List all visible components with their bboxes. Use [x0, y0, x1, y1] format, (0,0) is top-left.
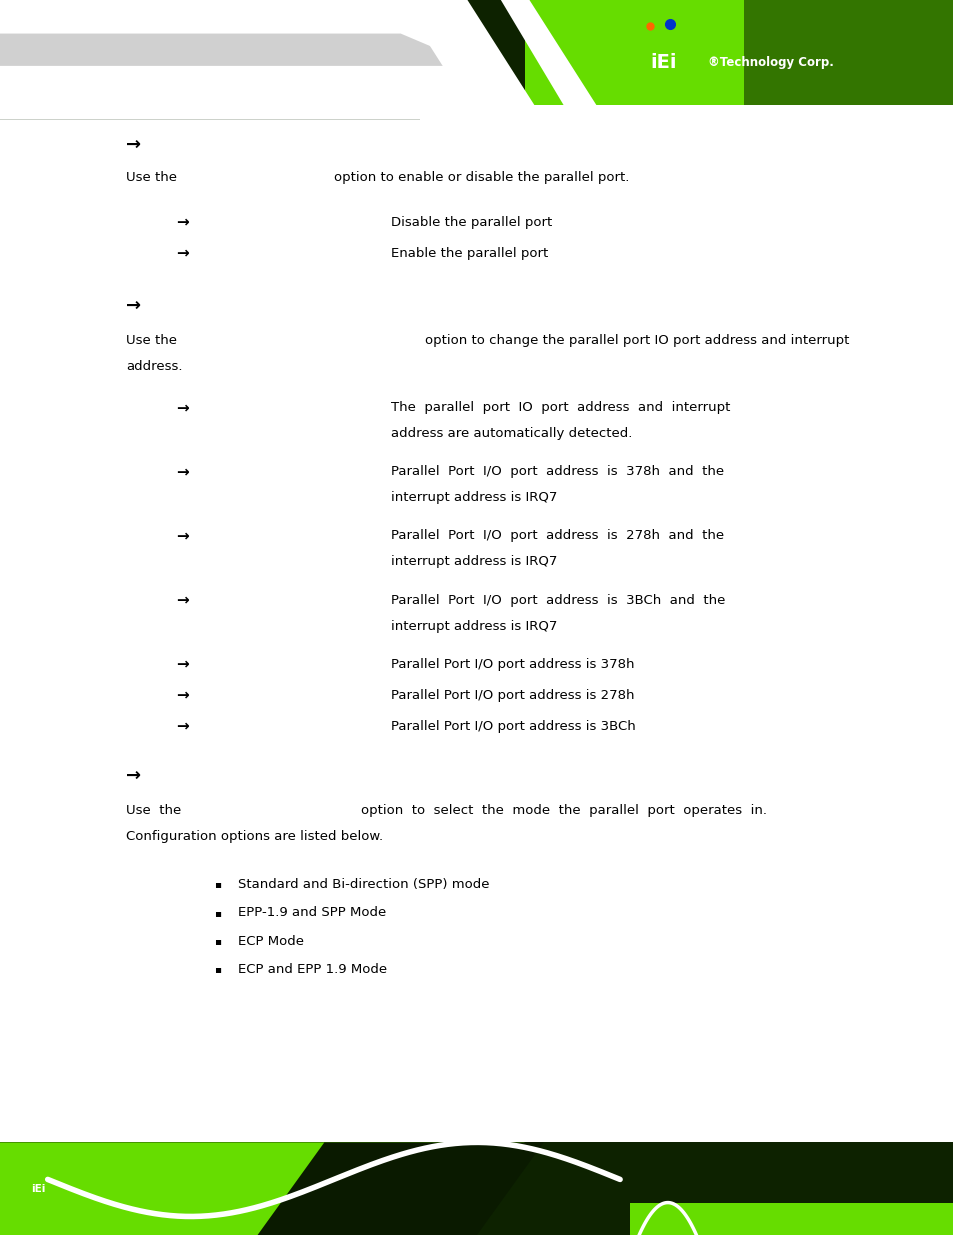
Text: Parallel Port I/O port address is 378h: Parallel Port I/O port address is 378h [391, 658, 634, 671]
Polygon shape [0, 33, 476, 65]
Text: Parallel Port I/O port address is 278h: Parallel Port I/O port address is 278h [391, 689, 634, 701]
Text: →: → [176, 719, 189, 734]
Text: EPP-1.9 and SPP Mode: EPP-1.9 and SPP Mode [238, 906, 386, 919]
Text: →: → [176, 657, 189, 672]
Bar [419, 105, 953, 120]
Text: iEi: iEi [650, 53, 677, 72]
Polygon shape [524, 0, 953, 120]
Text: Parallel  Port  I/O  port  address  is  278h  and  the: Parallel Port I/O port address is 278h a… [391, 530, 723, 542]
Text: address.: address. [126, 361, 182, 373]
Text: ▪: ▪ [213, 936, 221, 946]
Bar [629, 1203, 953, 1235]
Text: address are automatically detected.: address are automatically detected. [391, 427, 632, 440]
Text: ECP Mode: ECP Mode [238, 935, 304, 947]
Polygon shape [400, 0, 543, 120]
Text: →: → [176, 593, 189, 608]
Text: Standard and Bi-direction (SPP) mode: Standard and Bi-direction (SPP) mode [238, 878, 490, 890]
Text: The  parallel  port  IO  port  address  and  interrupt: The parallel port IO port address and in… [391, 401, 730, 414]
Polygon shape [743, 0, 953, 120]
Text: Parallel  Port  I/O  port  address  is  378h  and  the: Parallel Port I/O port address is 378h a… [391, 466, 723, 478]
Text: →: → [126, 298, 141, 315]
Text: Parallel  Port  I/O  port  address  is  3BCh  and  the: Parallel Port I/O port address is 3BCh a… [391, 594, 724, 606]
Text: Disable the parallel port: Disable the parallel port [391, 216, 552, 228]
Text: Enable the parallel port: Enable the parallel port [391, 247, 548, 259]
Text: Use the: Use the [126, 172, 176, 184]
Bar [624, 6, 702, 114]
Text: interrupt address is IRQ7: interrupt address is IRQ7 [391, 556, 557, 568]
Text: →: → [176, 246, 189, 261]
Text: →: → [176, 400, 189, 415]
Bar [0, 1142, 953, 1235]
Polygon shape [0, 0, 496, 120]
Text: option to change the parallel port IO port address and interrupt: option to change the parallel port IO po… [424, 335, 848, 347]
Text: option  to  select  the  mode  the  parallel  port  operates  in.: option to select the mode the parallel p… [360, 804, 766, 816]
Text: Configuration options are listed below.: Configuration options are listed below. [126, 830, 383, 842]
Bar [0, 0, 953, 120]
Text: interrupt address is IRQ7: interrupt address is IRQ7 [391, 620, 557, 632]
Polygon shape [500, 0, 605, 120]
Text: interrupt address is IRQ7: interrupt address is IRQ7 [391, 492, 557, 504]
Text: →: → [176, 688, 189, 703]
Text: ▪: ▪ [213, 965, 221, 974]
Text: →: → [176, 464, 189, 479]
Polygon shape [0, 1142, 524, 1235]
Text: →: → [126, 767, 141, 784]
Text: Parallel Port I/O port address is 3BCh: Parallel Port I/O port address is 3BCh [391, 720, 636, 732]
Text: Use  the: Use the [126, 804, 181, 816]
Text: ▪: ▪ [213, 908, 221, 918]
Text: ECP and EPP 1.9 Mode: ECP and EPP 1.9 Mode [238, 963, 387, 976]
Text: ▪: ▪ [213, 879, 221, 889]
Text: ®Technology Corp.: ®Technology Corp. [707, 56, 833, 69]
Polygon shape [257, 1142, 543, 1235]
Text: →: → [126, 136, 141, 153]
Text: option to enable or disable the parallel port.: option to enable or disable the parallel… [334, 172, 629, 184]
Text: →: → [176, 215, 189, 230]
Text: →: → [176, 529, 189, 543]
Text: iEi: iEi [30, 1183, 46, 1194]
Text: Use the: Use the [126, 335, 176, 347]
